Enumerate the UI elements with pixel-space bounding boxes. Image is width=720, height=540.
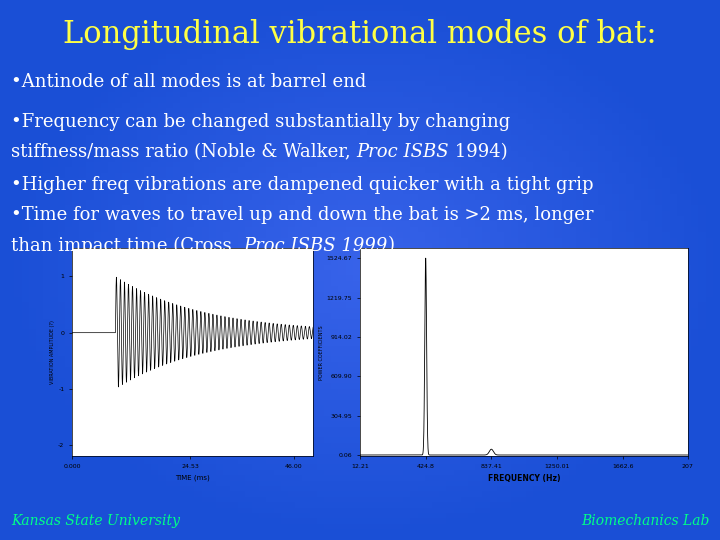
Text: 1994): 1994) bbox=[449, 143, 508, 161]
Y-axis label: POWER COEFFICIENTS: POWER COEFFICIENTS bbox=[319, 325, 324, 380]
Y-axis label: VIBRATION AMPLITUDE (?): VIBRATION AMPLITUDE (?) bbox=[50, 320, 55, 384]
X-axis label: TIME (ms): TIME (ms) bbox=[175, 475, 210, 481]
Text: •Frequency can be changed substantially by changing: •Frequency can be changed substantially … bbox=[11, 113, 510, 131]
Text: •Time for waves to travel up and down the bat is >2 ms, longer: •Time for waves to travel up and down th… bbox=[11, 206, 593, 224]
Text: Longitudinal vibrational modes of bat:: Longitudinal vibrational modes of bat: bbox=[63, 19, 657, 50]
Text: Biomechanics Lab: Biomechanics Lab bbox=[581, 514, 709, 528]
Text: than impact time (Cross,: than impact time (Cross, bbox=[11, 237, 243, 255]
Text: ): ) bbox=[387, 237, 395, 254]
Text: Proc ISBS 1999: Proc ISBS 1999 bbox=[243, 237, 387, 254]
Text: stiffness/mass ratio (Noble & Walker,: stiffness/mass ratio (Noble & Walker, bbox=[11, 143, 356, 161]
Text: •Antinode of all modes is at barrel end: •Antinode of all modes is at barrel end bbox=[11, 73, 366, 91]
Text: Kansas State University: Kansas State University bbox=[11, 514, 180, 528]
X-axis label: FREQUENCY (Hz): FREQUENCY (Hz) bbox=[487, 475, 560, 483]
Text: Proc ISBS: Proc ISBS bbox=[356, 143, 449, 161]
Text: •Higher freq vibrations are dampened quicker with a tight grip: •Higher freq vibrations are dampened qui… bbox=[11, 176, 593, 193]
